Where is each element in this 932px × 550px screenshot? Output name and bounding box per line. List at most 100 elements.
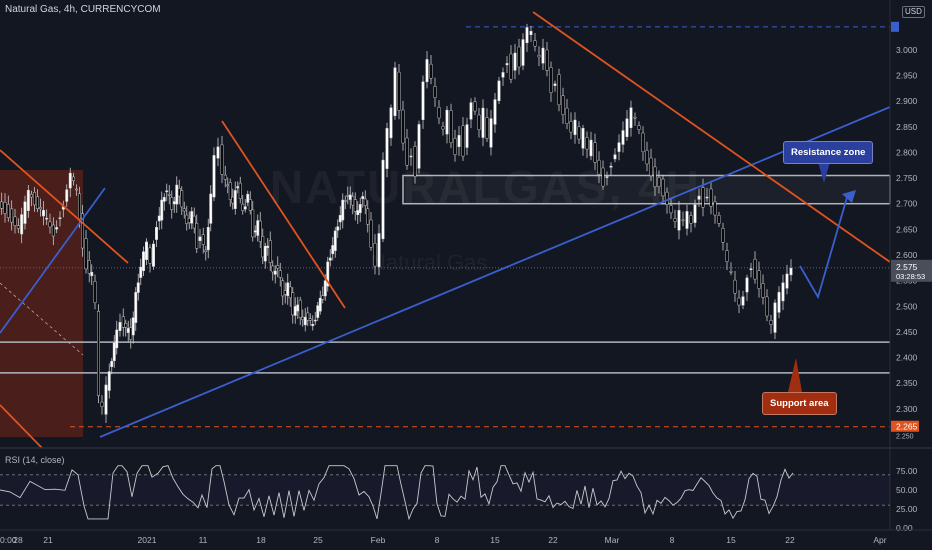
candle-body — [361, 196, 365, 200]
candle-body — [693, 204, 697, 223]
candle-body — [537, 54, 541, 58]
candle-body — [248, 199, 252, 211]
candle-body — [251, 209, 255, 238]
candle-body — [58, 217, 62, 219]
support-callout-pointer — [788, 358, 802, 392]
candle-body — [201, 234, 205, 245]
candle-body — [341, 199, 345, 221]
candle-body — [609, 165, 613, 168]
resistance-zone-box — [402, 174, 891, 205]
projection-path — [799, 193, 849, 300]
candle-body — [373, 242, 377, 267]
candle-body — [271, 265, 275, 273]
price-axis-tick: 2.450 — [896, 327, 918, 337]
candle-body — [296, 304, 300, 312]
rsi-band — [0, 474, 890, 506]
candle-body — [433, 86, 437, 98]
candle-body — [84, 238, 88, 270]
candle-body — [243, 206, 247, 210]
candle-body — [246, 193, 250, 203]
candle-body — [677, 210, 681, 231]
candle-body — [393, 67, 397, 117]
candle-body — [421, 81, 425, 120]
candle-body — [565, 107, 569, 124]
candle-body — [100, 401, 104, 407]
candle-body — [131, 317, 135, 336]
candle-body — [258, 220, 262, 242]
candle-body — [118, 322, 122, 331]
candle-body — [409, 155, 413, 158]
candle-body — [445, 109, 449, 135]
candle-body — [685, 211, 689, 229]
candle-body — [343, 200, 347, 202]
candle-body — [569, 121, 573, 133]
price-axis-tick: 2.800 — [896, 147, 918, 157]
candle-body — [665, 191, 669, 205]
candle-body — [761, 283, 765, 298]
resistance-callout-pointer — [818, 162, 830, 183]
candle-body — [505, 63, 509, 66]
candle-body — [155, 227, 158, 240]
candle-body — [115, 329, 119, 349]
candle-body — [195, 222, 199, 249]
candle-body — [318, 297, 322, 312]
candle-body — [134, 292, 138, 323]
candle-body — [549, 67, 553, 93]
resistance-zone-label[interactable]: Resistance zone — [783, 141, 874, 164]
price-axis-tick: 2.350 — [896, 378, 918, 388]
candle-body — [333, 230, 337, 251]
candle-body — [3, 201, 7, 214]
candle-body — [238, 182, 242, 199]
candle-body — [204, 249, 208, 253]
price-axis-tick: 2.900 — [896, 96, 918, 106]
candle-body — [733, 279, 737, 294]
candle-body — [713, 201, 717, 216]
candle-body — [72, 176, 75, 182]
candle-body — [281, 280, 285, 297]
candle-body — [617, 142, 621, 152]
candle-body — [187, 218, 191, 223]
candle-body — [145, 241, 148, 260]
candle-body — [42, 210, 45, 217]
time-axis-tick: Feb — [371, 535, 386, 545]
candle-body — [389, 107, 393, 139]
candle-body — [661, 178, 665, 197]
candle-body — [177, 188, 181, 197]
high-price-badge — [891, 21, 899, 32]
candle-body — [745, 277, 749, 293]
candle-body — [473, 101, 477, 112]
candle-body — [725, 250, 729, 262]
candle-body — [276, 265, 280, 269]
candle-body — [216, 146, 220, 159]
time-axis-tick: 8 — [435, 535, 440, 545]
candle-body — [358, 204, 362, 214]
candle-body — [231, 196, 235, 204]
time-axis-tick: 21 — [43, 535, 53, 545]
candle-body — [705, 196, 709, 199]
candle-body — [167, 194, 171, 196]
support-area-label[interactable]: Support area — [762, 392, 837, 415]
candle-body — [529, 31, 533, 36]
candle-body — [669, 205, 673, 214]
time-axis-tick: Mar — [605, 535, 620, 545]
candle-body — [55, 227, 59, 230]
candle-body — [553, 83, 557, 86]
candle-body — [316, 305, 320, 318]
candle-body — [601, 167, 605, 187]
main-uptrend-line — [99, 106, 891, 438]
candle-body — [51, 224, 55, 237]
candle-body — [657, 177, 661, 187]
candle-body — [429, 63, 433, 79]
candle-body — [65, 189, 69, 202]
candle-body — [697, 195, 701, 200]
rsi-axis-tick: 0.00 — [896, 523, 913, 533]
downtrend-line-2 — [221, 120, 346, 309]
candle-body — [605, 176, 609, 178]
time-axis-tick: 22 — [548, 535, 558, 545]
candle-body — [741, 296, 745, 306]
time-axis-tick: 22 — [785, 535, 795, 545]
currency-badge[interactable]: USD — [902, 6, 925, 18]
candle-body — [283, 290, 287, 295]
